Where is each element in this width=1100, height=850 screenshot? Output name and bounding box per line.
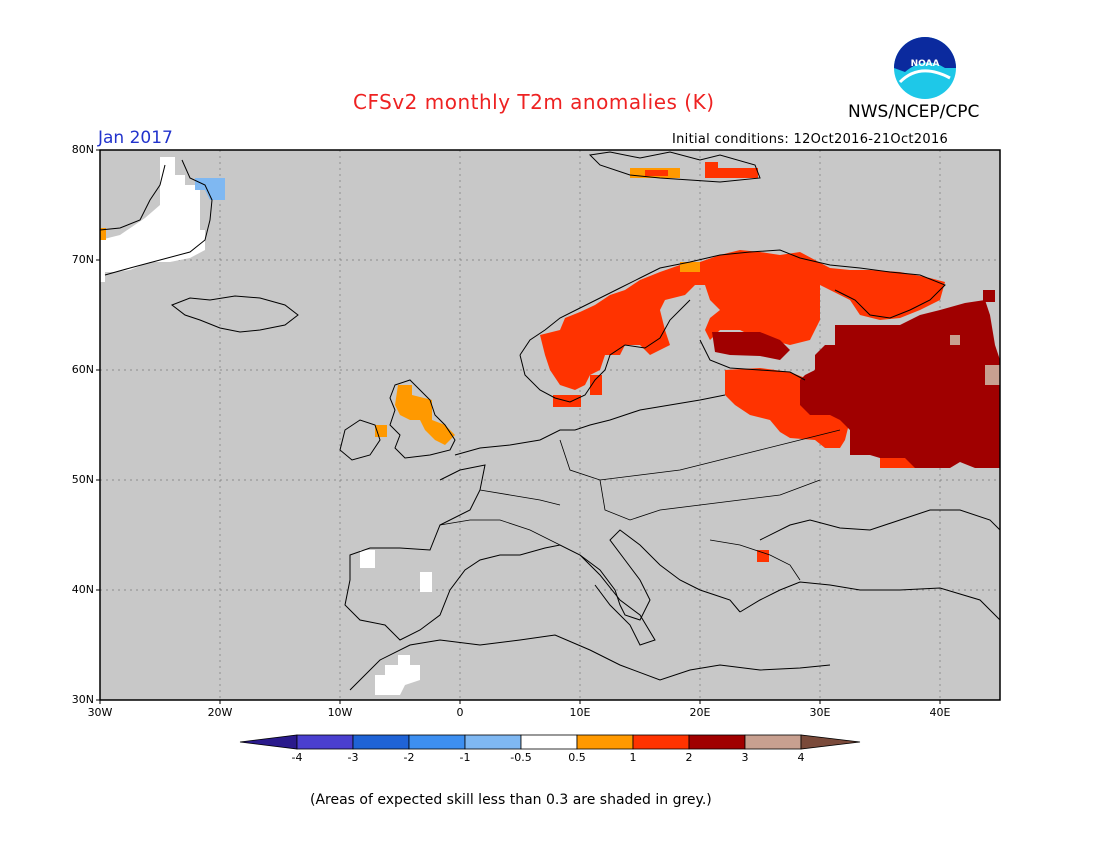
russia-brown-2 xyxy=(950,335,960,345)
russia-brown xyxy=(985,365,1000,385)
colorbar-tick-label: -4 xyxy=(291,751,303,764)
agency-label: NWS/NCEP/CPC xyxy=(848,102,980,122)
colorbar-tick-label: -3 xyxy=(347,751,359,764)
initial-conditions: Initial conditions: 12Oct2016-21Oct2016 xyxy=(672,132,949,147)
axis-ticks xyxy=(96,149,941,704)
colorbar-segment xyxy=(688,734,746,750)
scandinavia-red xyxy=(540,250,945,390)
uk-orange xyxy=(395,385,455,445)
lon-label: 0 xyxy=(456,706,464,719)
colorbar-segment xyxy=(800,734,861,750)
greenland-orange xyxy=(100,228,106,240)
morocco-white xyxy=(375,655,420,695)
coastlines xyxy=(99,151,1001,691)
lon-label: 30W xyxy=(87,706,113,719)
lat-label: 80N xyxy=(71,143,94,156)
colorbar-segment xyxy=(632,734,690,750)
lon-label: 30E xyxy=(809,706,831,719)
baltics-red xyxy=(725,368,850,448)
noaa-logo: NOAA xyxy=(894,37,956,99)
map-frame xyxy=(99,149,1001,701)
colorbar-segment xyxy=(464,734,522,750)
colorbar-segment xyxy=(296,734,354,750)
svalbard-red xyxy=(705,162,758,178)
colorbar-segment xyxy=(352,734,410,750)
svalbard-red-2 xyxy=(645,170,668,176)
colorbar-segment xyxy=(408,734,466,750)
spain-white xyxy=(420,572,432,592)
lon-label: 20W xyxy=(207,706,233,719)
iberia-white xyxy=(360,550,375,568)
russia-darkred-ne xyxy=(983,290,995,302)
colorbar-tick-label: -2 xyxy=(403,751,415,764)
colorbar-tick-label: 2 xyxy=(685,751,693,764)
forecast-period: Jan 2017 xyxy=(98,128,173,148)
colorbar-tick-label: 4 xyxy=(797,751,805,764)
greenland-white xyxy=(100,157,205,282)
colorbar-segment xyxy=(520,734,578,750)
russia-red-south xyxy=(880,458,915,468)
lat-label: 70N xyxy=(71,253,94,266)
lat-label: 60N xyxy=(71,363,94,376)
sweden-south-red xyxy=(590,375,602,395)
balkan-red xyxy=(757,550,769,562)
lon-label: 20E xyxy=(689,706,711,719)
colorbar-segment xyxy=(576,734,634,750)
colorbar-tick-label: -1 xyxy=(459,751,471,764)
anomaly-shading xyxy=(100,157,1000,695)
finland-orange xyxy=(680,262,700,272)
colorbar-tick-label: -0.5 xyxy=(510,751,532,764)
lon-label: 10W xyxy=(327,706,353,719)
lon-label: 40E xyxy=(929,706,951,719)
chart-title: CFSv2 monthly T2m anomalies (K) xyxy=(353,90,715,114)
lon-label: 10E xyxy=(569,706,591,719)
logo-text: NOAA xyxy=(911,59,940,69)
lat-label: 50N xyxy=(71,473,94,486)
lat-label: 30N xyxy=(71,693,94,706)
colorbar-segment xyxy=(744,734,802,750)
karelia-darkred xyxy=(712,332,790,360)
colorbar-segment xyxy=(239,734,298,750)
colorbar-tick-label: 3 xyxy=(741,751,749,764)
colorbar-tick-label: 0.5 xyxy=(568,751,586,764)
lat-label: 40N xyxy=(71,583,94,596)
colorbar-tick-label: 1 xyxy=(629,751,637,764)
skill-footnote: (Areas of expected skill less than 0.3 a… xyxy=(310,792,712,808)
